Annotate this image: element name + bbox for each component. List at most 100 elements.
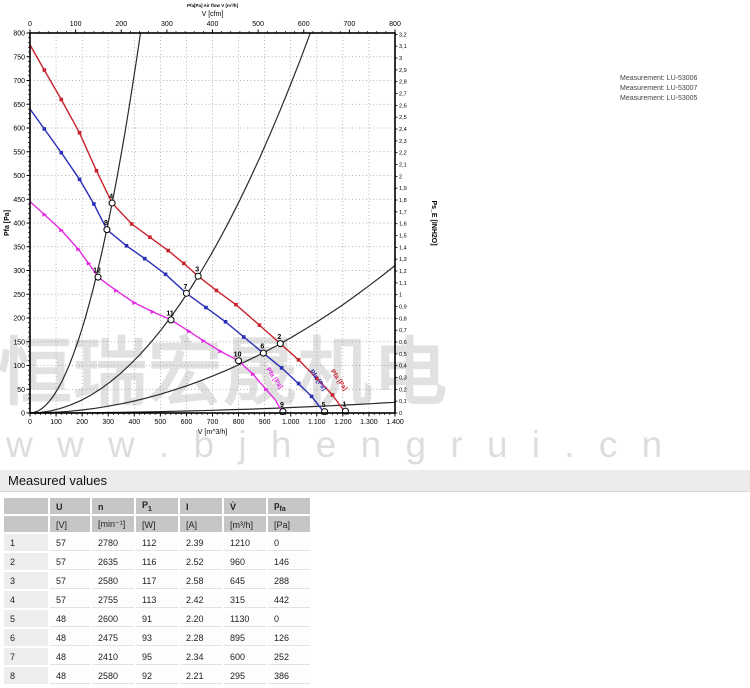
right-axis-title: Ps_E [INH2O]	[430, 200, 437, 245]
table-cell: 2.42	[180, 591, 222, 608]
curve-label: Pfa [Pa]	[264, 366, 284, 390]
y-axis-tick-label: 600	[13, 126, 25, 133]
y-axis-tick-label: 450	[13, 197, 25, 204]
table-cell: 2.39	[180, 534, 222, 551]
curve-marker	[129, 222, 134, 226]
curve-marker	[314, 376, 319, 381]
curve-marker	[114, 288, 119, 293]
right-axis-tick-label: 0,1	[399, 399, 407, 405]
table-cell: 0	[268, 534, 310, 551]
x-axis-tick-label: 100	[50, 419, 62, 426]
column-header: P1	[136, 498, 178, 514]
table-cell: 48	[50, 610, 90, 627]
system-resistance-curve	[29, 32, 142, 414]
table-cell: 146	[268, 553, 310, 570]
table-cell: 112	[136, 534, 178, 551]
right-axis-tick-label: 0,6	[399, 340, 407, 346]
y-axis-tick-label: 100	[13, 363, 25, 370]
curve-marker	[296, 381, 301, 386]
table-cell: 960	[224, 553, 266, 570]
measurement-legend: Measurement: LU-53006 Measurement: LU-530…	[620, 74, 697, 104]
y-axis-tick-label: 200	[13, 316, 25, 323]
table-cell: 386	[268, 667, 310, 684]
row-number: 2	[4, 553, 48, 570]
x-axis-tick-label: 1.300	[360, 419, 378, 426]
table-cell: 2.21	[180, 667, 222, 684]
operating-point	[94, 273, 102, 281]
x-axis-tick-label: 500	[155, 419, 167, 426]
table-cell: 2475	[92, 629, 134, 646]
table-cell: 2780	[92, 534, 134, 551]
system-resistance-curve	[29, 265, 396, 414]
x-axis-tick-label: 1.000	[282, 419, 300, 426]
x-axis-tick-label: 1.200	[334, 419, 352, 426]
curve-marker	[77, 177, 82, 182]
operating-point-label: 7	[183, 284, 187, 291]
table-row: 1 57 2780 112 2.39 1210 0	[4, 534, 310, 551]
table-cell: 2580	[92, 572, 134, 589]
y-axis-tick-label: 350	[13, 244, 25, 251]
curve-marker	[257, 323, 262, 327]
table-cell: 2.20	[180, 610, 222, 627]
y-axis-tick-label: 500	[13, 173, 25, 180]
curve-marker	[42, 212, 47, 217]
curve-marker	[241, 335, 246, 339]
curve-marker	[86, 261, 92, 266]
x-axis-tick-label: 0	[28, 419, 32, 426]
operating-point-label: 8	[104, 220, 108, 227]
curve-marker	[250, 371, 256, 377]
column-unit: [V]	[50, 516, 90, 532]
column-header	[4, 498, 48, 514]
row-number: 7	[4, 648, 48, 665]
measured-values-band: Measured values	[0, 470, 750, 492]
table-cell: 1130	[224, 610, 266, 627]
operating-point	[167, 316, 175, 324]
table-cell: 91	[136, 610, 178, 627]
table-cell: 117	[136, 572, 178, 589]
operating-point-label: 11	[166, 310, 174, 317]
right-axis-tick-label: 0,3	[399, 376, 407, 382]
right-axis-tick-label: 0,7	[399, 328, 407, 334]
column-unit: [min⁻¹]	[92, 516, 134, 532]
table-row: 4 57 2755 113 2.42 315 442	[4, 591, 310, 608]
right-axis-tick-label: 2,5	[399, 115, 407, 121]
x-axis-tick-label: 900	[259, 419, 271, 426]
table-cell: 1210	[224, 534, 266, 551]
x-axis-tick-label: 400	[128, 419, 140, 426]
operating-point	[108, 199, 116, 207]
right-axis-tick-label: 1,7	[399, 210, 407, 216]
x-axis-tick-label: 1.400	[386, 419, 404, 426]
y-axis-tick-label: 750	[13, 54, 25, 61]
operating-point	[276, 340, 284, 348]
operating-point	[235, 357, 243, 365]
operating-point-label: 3	[195, 267, 199, 274]
x-axis-tick-label: 300	[102, 419, 114, 426]
operating-point-label: 1	[343, 402, 347, 409]
table-cell: 315	[224, 591, 266, 608]
column-unit: [A]	[180, 516, 222, 532]
curve-marker	[279, 366, 284, 370]
right-axis-tick-label: 1,9	[399, 186, 407, 192]
top-axis-tick-label: 300	[161, 21, 173, 28]
right-axis-tick-label: 1,4	[399, 245, 407, 251]
watermark-url: w w w . b j h e n g r u i . c n	[6, 424, 670, 465]
table-cell: 2635	[92, 553, 134, 570]
table-cell: 645	[224, 572, 266, 589]
curve-marker	[77, 130, 82, 135]
watermark-cjk: 恒瑞宏晟机电	[0, 331, 448, 414]
curve-marker	[59, 150, 64, 155]
right-axis-tick-label: 0,2	[399, 387, 407, 393]
column-header: I	[180, 498, 222, 514]
curve-marker	[201, 338, 206, 344]
curve-marker	[132, 300, 137, 306]
table-cell: 600	[224, 648, 266, 665]
operating-point	[194, 272, 202, 280]
right-axis-tick-label: 2,9	[399, 68, 407, 74]
top-axis-tick-label: 100	[70, 21, 82, 28]
row-number: 1	[4, 534, 48, 551]
column-header: U	[50, 498, 90, 514]
table-cell: 295	[224, 667, 266, 684]
curve-marker	[94, 168, 99, 173]
